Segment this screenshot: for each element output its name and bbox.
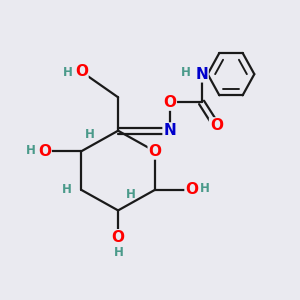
Text: O: O: [185, 182, 198, 197]
Text: H: H: [181, 66, 190, 80]
Text: N: N: [163, 123, 176, 138]
Text: H: H: [114, 246, 124, 260]
Text: H: H: [200, 182, 210, 195]
Text: H: H: [63, 66, 73, 79]
Text: H: H: [61, 183, 71, 196]
Text: O: O: [75, 64, 88, 79]
Text: H: H: [85, 128, 95, 141]
Text: O: O: [163, 95, 176, 110]
Text: O: O: [38, 144, 51, 159]
Text: O: O: [210, 118, 223, 133]
Text: O: O: [112, 230, 124, 245]
Text: H: H: [26, 143, 36, 157]
Text: N: N: [195, 67, 208, 82]
Text: O: O: [148, 144, 161, 159]
Text: H: H: [125, 188, 135, 202]
